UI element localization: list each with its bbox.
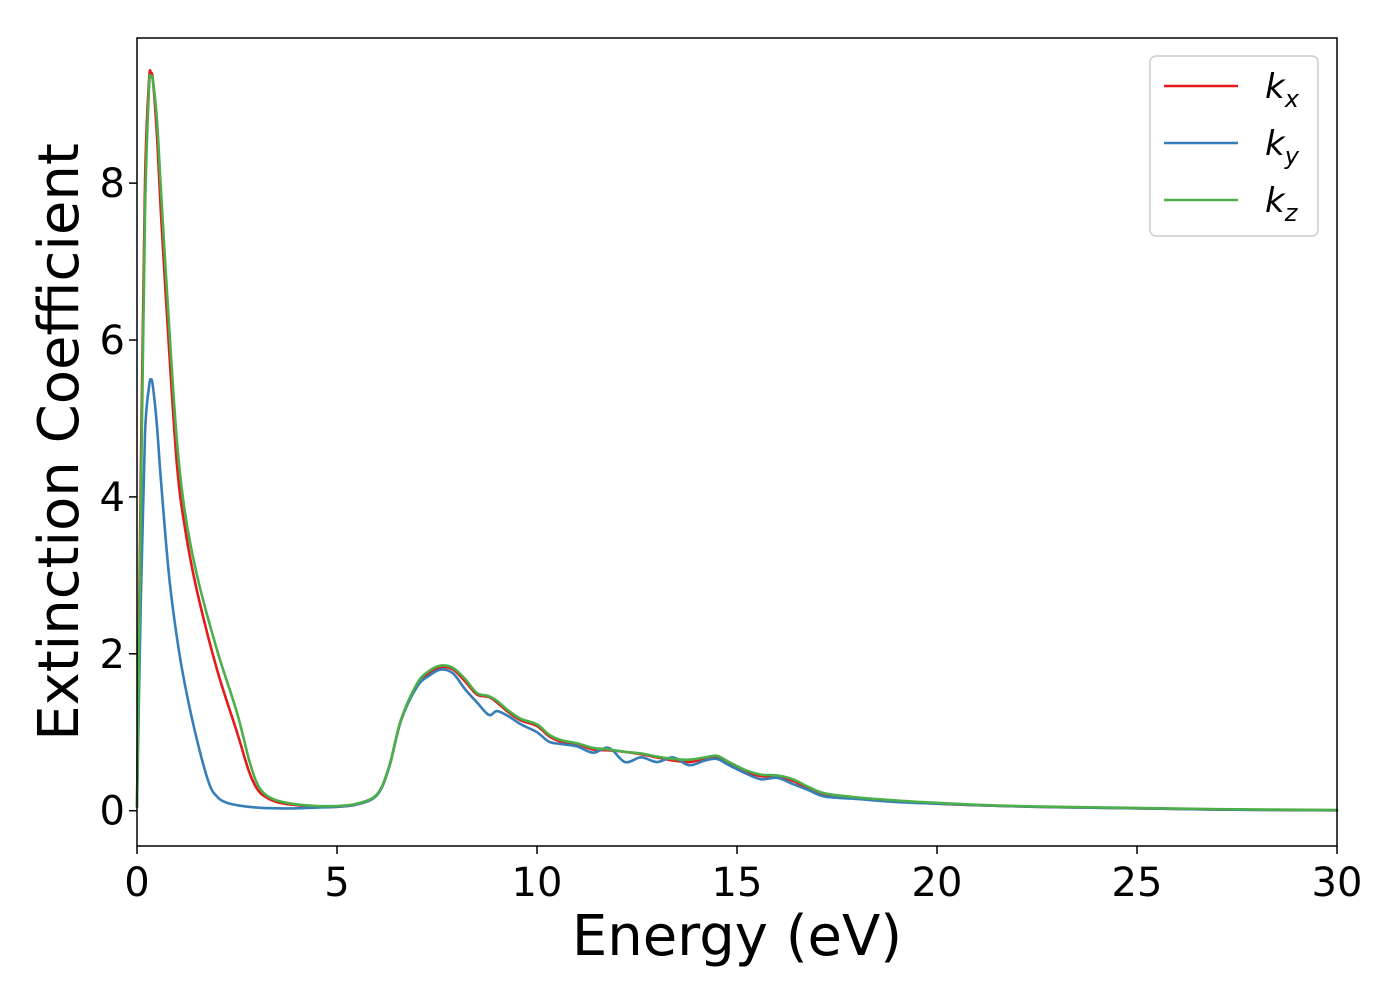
ticks-layer: 0 5 10 15 20 25 30 0 2 4 6 8 — [100, 161, 1363, 906]
legend-label-subscript: y — [1284, 142, 1300, 170]
x-tick-label: 25 — [1112, 860, 1163, 906]
x-axis-title: Energy (eV) — [572, 904, 902, 969]
y-tick-label: 2 — [100, 632, 125, 678]
x-tick-label: 20 — [912, 860, 963, 906]
x-tick-label: 10 — [512, 860, 563, 906]
legend-label-base: k — [1265, 124, 1286, 164]
y-tick-label: 4 — [100, 475, 125, 521]
legend-box — [1149, 55, 1319, 237]
x-tick-label: 15 — [712, 860, 763, 906]
legend-label-subscript: z — [1284, 199, 1299, 227]
legend-label-z: kz — [1265, 181, 1299, 227]
series-layer — [135, 69, 1339, 812]
y-tick-label: 0 — [100, 789, 125, 835]
y-tick-label: 8 — [100, 161, 125, 207]
x-tick-label: 5 — [324, 860, 349, 906]
x-tick-label: 30 — [1312, 860, 1363, 906]
series-line-x — [135, 69, 1339, 812]
legend-label-subscript: x — [1284, 85, 1300, 113]
x-tick-label: 0 — [124, 860, 149, 906]
legend-label-base: k — [1265, 181, 1286, 221]
legend-label-base: k — [1265, 67, 1286, 107]
legend-label-x: kx — [1265, 67, 1300, 113]
series-line-y — [135, 377, 1339, 812]
y-tick-label: 6 — [100, 318, 125, 364]
legend-label-y: ky — [1265, 124, 1300, 170]
y-axis-title: Extinction Coefficient — [27, 143, 92, 741]
series-line-z — [135, 73, 1339, 812]
